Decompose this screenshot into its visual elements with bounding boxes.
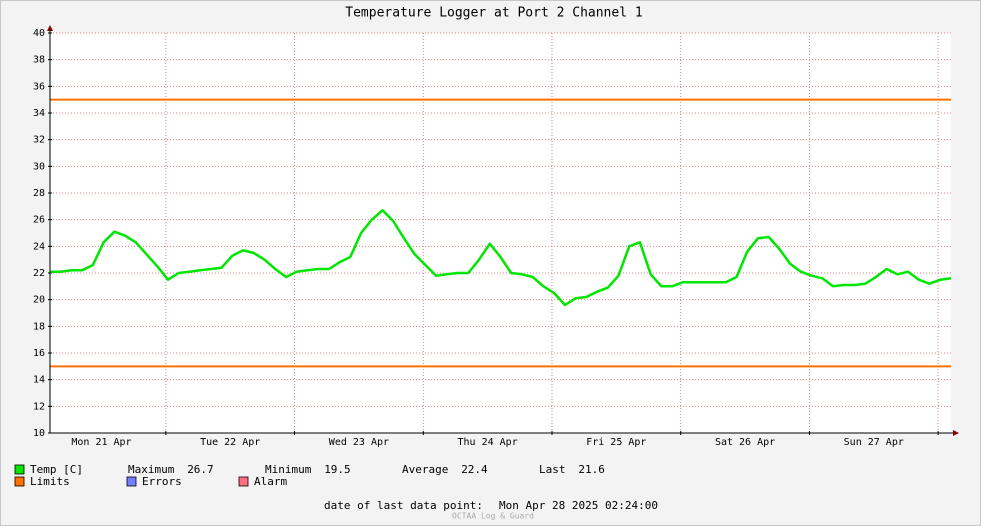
x-tick-label: Sat 26 Apr — [715, 437, 775, 448]
stat-label: Average — [402, 463, 448, 476]
x-tick-label: Tue 22 Apr — [200, 437, 260, 448]
y-tick-label: 32 — [33, 135, 45, 146]
y-tick-label: 18 — [33, 321, 45, 332]
legend-swatch — [14, 476, 25, 487]
y-tick-label: 38 — [33, 55, 45, 66]
stat-label: Minimum — [265, 463, 312, 476]
y-tick-label: 34 — [33, 108, 45, 119]
y-tick-label: 16 — [33, 348, 45, 359]
legend-label: Errors — [142, 475, 182, 488]
x-tick-label: Sun 27 Apr — [844, 437, 904, 448]
series-line — [50, 209, 952, 307]
y-tick-label: 22 — [33, 268, 45, 279]
legend-swatch — [14, 464, 25, 475]
x-arrow — [953, 430, 959, 436]
x-tick-label: Thu 24 Apr — [458, 437, 518, 448]
legend-swatch — [238, 476, 249, 487]
y-tick-label: 24 — [33, 241, 45, 252]
y-tick-label: 12 — [33, 401, 45, 412]
legend-label: Limits — [30, 475, 70, 488]
footer-label: date of last data point: — [324, 499, 483, 512]
x-tick-label: Fri 25 Apr — [586, 437, 646, 448]
stat-value: 21.6 — [578, 463, 605, 476]
y-tick-label: 10 — [33, 428, 45, 439]
y-tick-label: 30 — [33, 161, 45, 172]
y-tick-label: 28 — [33, 188, 45, 199]
y-tick-label: 40 — [33, 28, 45, 39]
y-arrow — [47, 25, 53, 31]
legend-label: Alarm — [254, 475, 287, 488]
y-tick-label: 26 — [33, 215, 45, 226]
stat-value: 19.5 — [324, 463, 351, 476]
y-tick-label: 36 — [33, 81, 45, 92]
stat-label: Last — [539, 463, 566, 476]
watermark: OCTAA Log & Guard — [452, 512, 534, 521]
stat-value: 26.7 — [187, 463, 214, 476]
legend-label: Temp [C] — [30, 463, 83, 476]
plot-area — [50, 33, 951, 433]
x-tick-label: Wed 23 Apr — [329, 437, 389, 448]
y-tick-label: 14 — [33, 375, 45, 386]
x-tick-label: Mon 21 Apr — [71, 437, 131, 448]
legend-swatch — [126, 476, 137, 487]
y-tick-label: 20 — [33, 295, 45, 306]
stat-value: 22.4 — [461, 463, 488, 476]
chart-title: Temperature Logger at Port 2 Channel 1 — [345, 6, 642, 21]
footer-value: Mon Apr 28 2025 02:24:00 — [499, 499, 658, 512]
stat-label: Maximum — [128, 463, 175, 476]
